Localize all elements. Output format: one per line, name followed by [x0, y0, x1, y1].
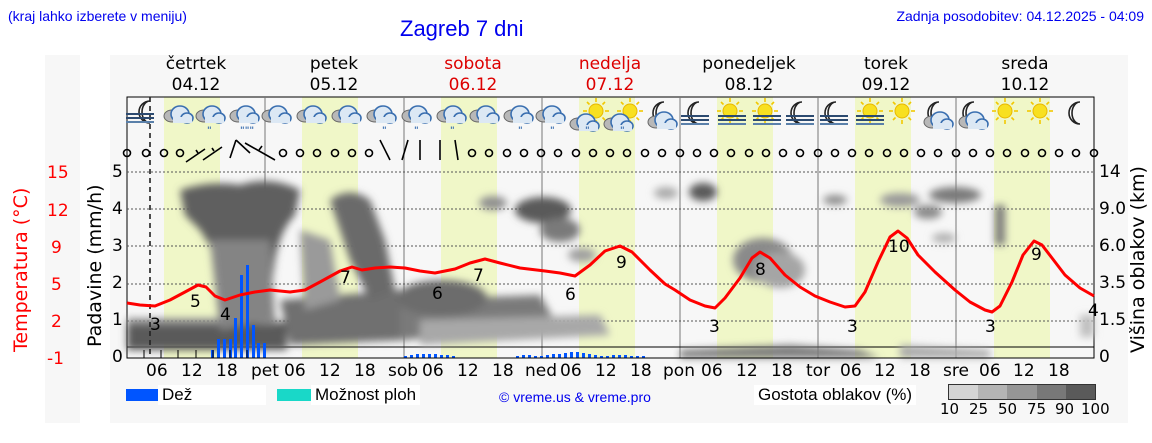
temperature-line — [126, 229, 1095, 314]
precip-tick: 4 — [112, 199, 123, 219]
svg-text:6: 6 — [565, 285, 576, 305]
rain-legend-label: Dež — [158, 385, 266, 405]
x-tick: 12 — [457, 361, 479, 381]
x-tick: 18 — [771, 361, 793, 381]
day-header-weekend: sobota 06.12 — [444, 54, 502, 95]
svg-text:": " — [207, 126, 212, 136]
temp-axis-panel — [45, 55, 80, 423]
scale-tick: 90 — [1055, 400, 1075, 418]
cloud-tick: 14 — [1099, 162, 1121, 182]
x-tick: 12 — [181, 361, 203, 381]
svg-text:7: 7 — [340, 268, 351, 288]
svg-text:9: 9 — [1031, 245, 1042, 265]
x-tick: 06 — [560, 361, 582, 381]
svg-text:3: 3 — [709, 317, 720, 337]
svg-text:3: 3 — [150, 315, 161, 335]
x-tick: tor — [806, 361, 831, 381]
x-tick: 12 — [1013, 361, 1035, 381]
svg-text:": " — [414, 126, 419, 136]
x-tick: 18 — [630, 361, 652, 381]
temp-tick: 9 — [51, 238, 62, 258]
region-hint: (kraj lahko izberete v meniju) — [8, 8, 187, 24]
scale-tick: 25 — [969, 400, 989, 418]
temp-tick: 15 — [47, 163, 69, 183]
cloud-tick: 6.0 — [1099, 236, 1127, 256]
x-tick: 06 — [146, 361, 168, 381]
day-header-weekend: nedelja 07.12 — [578, 54, 642, 95]
wind-row — [122, 139, 1099, 163]
last-updated: Zadnja posodobitev: 04.12.2025 - 04:09 — [896, 8, 1144, 24]
x-tick: 18 — [1048, 361, 1070, 381]
x-tick: 12 — [319, 361, 341, 381]
cloud-tick: 3.5 — [1099, 273, 1127, 293]
temp-tick: 2 — [51, 312, 62, 332]
temperature-annotations: 3 5 4 7 6 7 6 9 3 8 3 10 3 9 4 — [150, 237, 1099, 337]
svg-text:3: 3 — [847, 317, 858, 337]
precip-tick: 0 — [112, 347, 123, 367]
page-title: Zagreb 7 dni — [400, 16, 524, 41]
svg-text:": " — [518, 126, 523, 136]
x-tick: 06 — [701, 361, 723, 381]
svg-text:": " — [550, 126, 555, 136]
svg-text:3: 3 — [985, 317, 996, 337]
x-tick: 06 — [422, 361, 444, 381]
scale-tick: 100 — [1081, 400, 1110, 418]
svg-text:""": """ — [240, 126, 254, 136]
svg-text:": " — [620, 126, 625, 136]
temp-tick: 12 — [47, 201, 69, 221]
x-tick: 06 — [284, 361, 306, 381]
x-tick: 18 — [909, 361, 931, 381]
precip-tick: 2 — [112, 273, 123, 293]
x-tick: 06 — [979, 361, 1001, 381]
scale-tick: 75 — [1027, 400, 1047, 418]
svg-text:9: 9 — [616, 253, 627, 273]
x-tick: 12 — [874, 361, 896, 381]
x-tick: 06 — [840, 361, 862, 381]
svg-text:6: 6 — [432, 284, 443, 304]
x-tick: sre — [943, 361, 969, 381]
svg-text:10: 10 — [888, 237, 910, 257]
scale-tick: 10 — [940, 400, 960, 418]
svg-text:": " — [450, 126, 455, 136]
svg-text:": " — [585, 126, 590, 136]
precip-tick: 5 — [112, 162, 123, 182]
x-tick: 18 — [492, 361, 514, 381]
x-tick: pon — [663, 361, 695, 381]
cloud-density-scale — [948, 384, 1096, 400]
x-tick: sob — [388, 361, 419, 381]
cloud-tick: 9.0 — [1099, 199, 1127, 219]
cloud-tick: 0 — [1099, 347, 1110, 367]
x-tick: 18 — [216, 361, 238, 381]
precip-tick: 3 — [112, 236, 123, 256]
rain-bars — [211, 265, 645, 358]
cloud-tick: 1.5 — [1099, 310, 1127, 330]
svg-text:4: 4 — [220, 305, 231, 325]
svg-text:4: 4 — [1088, 301, 1099, 321]
x-tick: ned — [525, 361, 558, 381]
x-tick: pet — [251, 361, 279, 381]
day-header: ponedeljek 08.12 — [702, 54, 796, 95]
day-header: sreda 10.12 — [1000, 54, 1050, 95]
x-tick: 18 — [354, 361, 376, 381]
x-tick: 12 — [595, 361, 617, 381]
svg-text:7: 7 — [473, 266, 484, 286]
precip-tick: 1 — [112, 310, 123, 330]
svg-text:8: 8 — [755, 260, 766, 280]
credit-link[interactable]: © vreme.us & vreme.pro — [499, 389, 651, 405]
cloud-density-legend-label: Gostota oblakov (%) — [754, 385, 917, 405]
scale-tick: 50 — [998, 400, 1018, 418]
cloud-density-field — [127, 181, 1094, 358]
svg-text:5: 5 — [190, 292, 201, 312]
svg-text:": " — [382, 126, 387, 136]
storm-legend-label: Možnost ploh — [311, 385, 421, 405]
temp-tick: 5 — [51, 275, 62, 295]
day-header: petek 05.12 — [309, 54, 359, 95]
day-header: torek 09.12 — [861, 54, 911, 95]
temp-tick: -1 — [47, 349, 64, 369]
x-tick: 12 — [736, 361, 758, 381]
day-header: četrtek 04.12 — [165, 54, 227, 95]
